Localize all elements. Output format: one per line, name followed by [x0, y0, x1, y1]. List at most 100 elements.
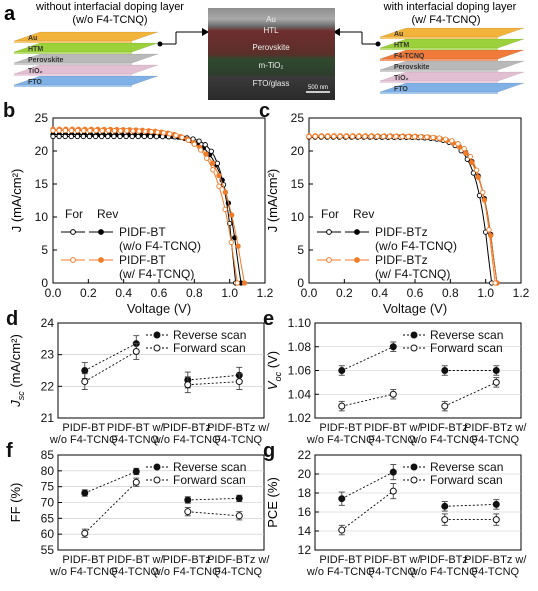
jv-marker: [306, 133, 312, 140]
jv-marker: [154, 129, 161, 135]
panel-c: c 0.0 0.2 0.4 0.6 0.8 1.0 1.2 0 5 10 15 20 25 Voltage …: [259, 100, 530, 316]
jv-marker: [105, 127, 111, 134]
jv-marker: [86, 133, 93, 140]
left-connector-dot: [157, 41, 163, 47]
jv-marker: [430, 134, 436, 141]
x-tick-label: 0.6: [151, 286, 168, 300]
x-category-label-sub: F4-TCNQ: [471, 566, 519, 578]
point-reverse-scan: [441, 367, 449, 374]
jv-marker: [380, 133, 387, 140]
jv-marker: [216, 172, 222, 179]
sem-label-au: Au: [266, 15, 276, 24]
x-tick-label: 0.8: [186, 286, 203, 300]
legend-label-sub: (w/ F4-TCNQ): [119, 267, 194, 281]
jv-marker: [208, 148, 214, 154]
point-forward-scan: [441, 402, 449, 410]
legend-marker: [153, 463, 161, 471]
legend-marker-for: [70, 257, 76, 263]
jv-marker: [318, 133, 325, 140]
jv-marker: [93, 127, 99, 134]
x-category-label-sub: w/o F4-TCNQ: [152, 434, 221, 446]
legend-label: Reverse scan: [430, 328, 503, 342]
point-reverse-scan: [389, 468, 397, 476]
layer-label: HTM: [394, 42, 409, 49]
legend-header-for: For: [65, 207, 83, 221]
legend-label: PIDF-BT: [119, 225, 166, 239]
jv-marker: [216, 183, 222, 189]
x-tick-label: 1.0: [477, 286, 494, 300]
y-tick-label: 1.02: [288, 411, 312, 425]
jv-marker: [374, 133, 380, 140]
series-connector: [84, 481, 137, 534]
legend-label: Reverse scan: [430, 460, 503, 474]
x-category-label: PIDF-BT w/: [107, 554, 165, 566]
y-tick-label: 10: [291, 210, 305, 224]
sem-cross-section-image: Au HTL Perovskite m-TiO₂ FTO/glass 500 n…: [208, 8, 335, 100]
x-category-label-sub: w/o F4-TCNQ: [306, 434, 375, 446]
x-category-label: PIDF-BT: [62, 554, 105, 566]
point-forward-scan: [132, 478, 140, 486]
sem-label-perovskite: Perovskite: [252, 43, 290, 52]
jv-marker: [228, 239, 234, 246]
y-tick-label: 10: [35, 210, 49, 224]
y-tick-label: 14: [298, 524, 312, 538]
jv-marker: [62, 133, 68, 140]
y-tick-label: 18: [298, 486, 312, 500]
jv-marker: [480, 189, 486, 196]
legend-label-sub: (w/o F4-TCNQ): [375, 239, 457, 253]
jv-marker: [136, 128, 142, 134]
x-category-label: PIDF-BT: [319, 422, 362, 434]
x-category-label: PIDF-BTz w/: [464, 554, 527, 566]
jv-marker: [111, 128, 118, 134]
series-connector: [187, 511, 240, 517]
legend-marker-for: [326, 257, 332, 263]
x-category-label-sub: F4-TCNQ: [368, 434, 416, 446]
x-category-label-sub: w/o F4-TCNQ: [152, 566, 221, 578]
layer-edge: [380, 48, 498, 50]
x-tick-label: 1.0: [221, 286, 238, 300]
layer-edge: [14, 85, 132, 87]
legend-label-sub: (w/o F4-TCNQ): [119, 239, 201, 253]
jv-marker: [312, 133, 318, 140]
jv-marker: [87, 127, 93, 134]
right-connector-dot: [375, 41, 381, 47]
y-tick-label: 20: [298, 467, 312, 481]
legend-marker-for: [70, 229, 76, 235]
jv-marker: [191, 141, 198, 147]
legend-header-rev: Rev: [353, 207, 374, 221]
x-category-label-sub: F4-TCNQ: [471, 434, 519, 446]
legend-label: Reverse scan: [173, 328, 246, 342]
jv-marker: [393, 133, 399, 140]
legend-marker: [410, 331, 418, 339]
y-tick-label: 23: [41, 348, 55, 362]
y-tick-label: 22: [298, 448, 312, 462]
legend-label: Forward scan: [173, 341, 246, 355]
x-category-label-sub: w/o F4-TCNQ: [409, 434, 478, 446]
y-tick-label: 15: [35, 177, 49, 191]
jv-marker: [147, 133, 154, 140]
point-reverse-scan: [389, 343, 397, 351]
jv-marker: [179, 134, 185, 141]
series-connector: [187, 381, 240, 386]
series-connector: [84, 471, 137, 494]
sem-label-htl: HTL: [263, 26, 279, 35]
layer-label: FTO: [28, 79, 42, 86]
layer-label: Perovskite: [28, 57, 64, 64]
jv-marker: [442, 136, 449, 142]
jv-marker: [74, 127, 81, 134]
legend-label: PIDF-BTz: [375, 225, 428, 239]
layer-edge: [14, 63, 132, 65]
series-connector: [341, 346, 394, 371]
point-forward-scan: [81, 529, 89, 537]
jv-marker: [81, 127, 87, 134]
jv-marker: [470, 170, 477, 176]
point-forward-scan: [338, 402, 346, 410]
legend-header-for: For: [321, 207, 339, 221]
panel-f-label: f: [6, 440, 13, 462]
point-reverse-scan: [338, 367, 346, 374]
point-reverse-scan: [441, 502, 449, 510]
layer-edge: [14, 41, 132, 43]
